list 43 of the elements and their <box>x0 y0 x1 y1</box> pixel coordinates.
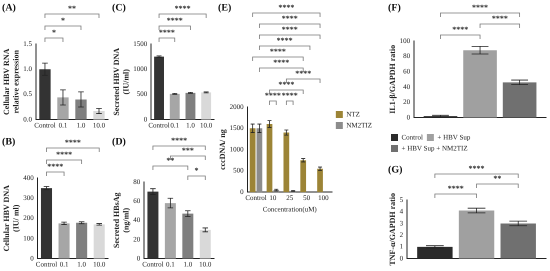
chart-title: (A) <box>2 2 16 14</box>
y-axis-title: Cellular HBV DNA (IU/ ml) <box>2 184 20 252</box>
text: **** <box>452 25 468 34</box>
text: **** <box>468 164 485 174</box>
text: **** <box>472 3 488 12</box>
text: **** <box>47 162 64 172</box>
y-axis-title: Secreted HBsAg (ng/ml) <box>112 192 130 248</box>
text: **** <box>492 14 508 24</box>
y-axis-title: IL1-β/GAPDH ratio <box>388 44 397 114</box>
text: **** <box>282 25 298 34</box>
text: **** <box>158 28 175 38</box>
text: **** <box>278 3 294 12</box>
text: **** <box>171 136 188 146</box>
text: * <box>52 28 56 38</box>
y-axis-title: Secreted HBV DNA (IU/ml) <box>112 48 130 116</box>
text: * <box>194 166 199 176</box>
text: *** <box>182 146 194 156</box>
text: **** <box>64 138 81 148</box>
text: **** <box>295 69 312 78</box>
y-axis-title: TNF-α/GAPDH ratio <box>388 192 397 266</box>
text: **** <box>56 150 72 160</box>
chart-title: (C) <box>112 2 126 14</box>
text: **** <box>273 58 290 68</box>
text: **** <box>276 36 293 46</box>
text: **** <box>448 184 464 194</box>
text: **** <box>174 4 191 14</box>
chart-title: (B) <box>2 136 16 148</box>
text: ** <box>166 156 174 166</box>
y-axis-title: cccDNA/ ng <box>218 129 227 170</box>
chart-title: (F) <box>388 2 401 14</box>
y-axis-title: Cellular HBV RNA relative expression <box>2 48 20 115</box>
text: **** <box>264 91 281 100</box>
chart-title: (G) <box>388 164 402 176</box>
text: **** <box>282 14 298 24</box>
text: * <box>60 16 65 26</box>
text: **** <box>270 47 286 56</box>
text: **** <box>282 91 298 100</box>
chart-title: (D) <box>112 136 126 148</box>
text: ** <box>68 4 76 14</box>
text: **** <box>278 80 294 90</box>
chart-title: (E) <box>218 2 232 14</box>
text: **** <box>166 16 183 26</box>
text: ** <box>493 174 502 184</box>
